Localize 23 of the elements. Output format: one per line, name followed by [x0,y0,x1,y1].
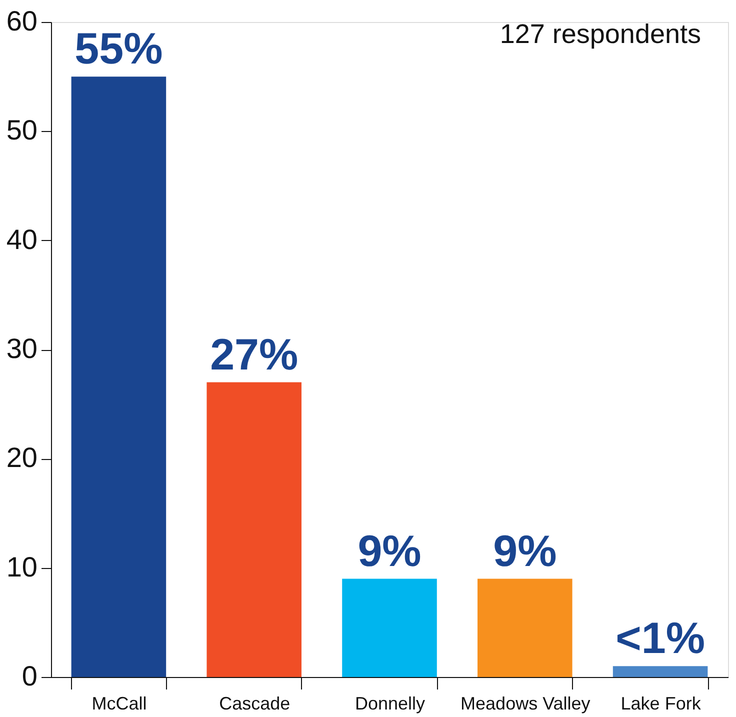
x-tick-label: Cascade [219,694,290,714]
bar [342,578,437,677]
y-tick-label: 10 [6,551,38,582]
y-tick-label: 0 [22,660,38,692]
y-tick-label: 30 [6,333,38,364]
x-tick-label: Lake Fork [620,694,702,714]
annotation: 127 respondents [500,19,701,49]
data-label: 9% [358,526,422,576]
data-label: <1% [616,614,705,664]
bar [478,578,572,677]
x-tick-label: Meadows Valley [460,694,590,714]
bar [206,382,302,677]
y-tick-label: 20 [6,442,38,474]
y-tick-label: 40 [6,224,38,255]
x-tick-label: McCall [92,694,147,714]
data-label: 9% [493,526,557,576]
bar [71,76,166,677]
data-label: 55% [74,24,163,74]
data-label: 27% [210,330,298,380]
y-tick-label: 50 [6,114,38,146]
x-tick-label: Donnelly [354,694,426,714]
bar [612,666,708,677]
y-tick-label: 60 [6,6,38,36]
